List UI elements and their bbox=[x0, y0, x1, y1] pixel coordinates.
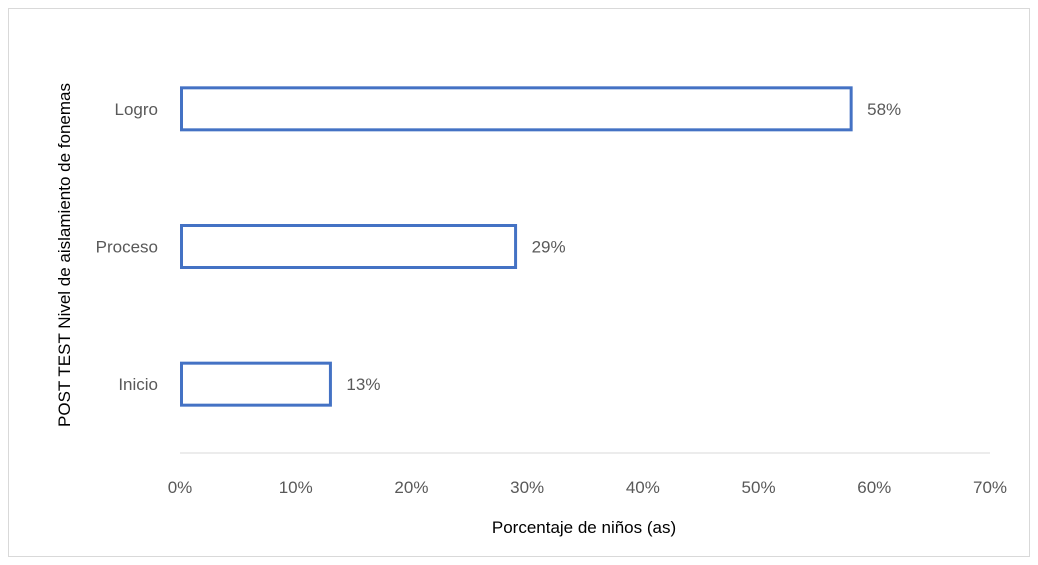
category-label: Proceso bbox=[96, 238, 158, 257]
category-label: Inicio bbox=[118, 375, 158, 394]
x-tick-label: 20% bbox=[394, 478, 428, 497]
category-label: Logro bbox=[115, 100, 158, 119]
x-tick-label: 50% bbox=[742, 478, 776, 497]
bar-logro bbox=[180, 86, 853, 132]
x-tick-label: 10% bbox=[279, 478, 313, 497]
x-tick-label: 70% bbox=[973, 478, 1007, 497]
data-label: 29% bbox=[532, 238, 566, 257]
x-tick-label: 30% bbox=[510, 478, 544, 497]
data-label: 58% bbox=[867, 100, 901, 119]
x-tick-label: 40% bbox=[626, 478, 660, 497]
x-tick-label: 60% bbox=[857, 478, 891, 497]
data-label: 13% bbox=[346, 375, 380, 394]
x-axis-title: Porcentaje de niños (as) bbox=[492, 518, 676, 537]
x-tick-label: 0% bbox=[168, 478, 193, 497]
y-axis-title: POST TEST Nivel de aislamiento de fonema… bbox=[55, 83, 74, 427]
bar-proceso bbox=[180, 224, 518, 269]
plot-area: 0% 10% 20% 30% 40% 50% 60% 70% Logro 58% Proceso 29… bbox=[96, 86, 1007, 497]
bar-inicio bbox=[180, 361, 332, 407]
